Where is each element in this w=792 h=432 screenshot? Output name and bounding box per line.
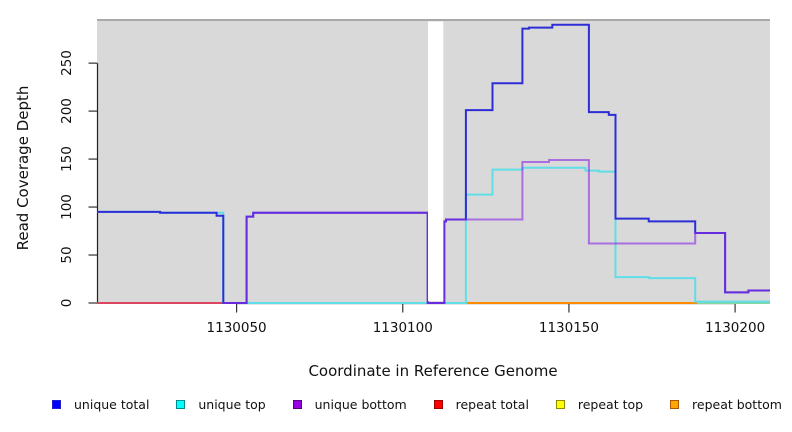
legend-swatch-icon <box>176 400 186 409</box>
legend-label: repeat total <box>455 397 529 412</box>
legend-label: unique top <box>198 397 266 412</box>
legend-label: unique total <box>74 397 150 412</box>
legend-item-repeat-bottom: repeat bottom <box>670 397 782 412</box>
legend-item-repeat-top: repeat top <box>555 397 644 412</box>
x-tick-label: 1130200 <box>705 320 766 336</box>
legend: unique total unique top unique bottom repea… <box>0 397 792 412</box>
y-tick-label: 150 <box>59 146 75 172</box>
legend-swatch-icon <box>52 400 61 409</box>
y-tick-label: 250 <box>59 50 75 77</box>
legend-label: repeat top <box>577 397 644 412</box>
x-axis-title: Coordinate in Reference Genome <box>308 362 558 380</box>
y-axis-title: Read Coverage Depth <box>14 85 32 251</box>
y-tick-label: 100 <box>59 194 75 220</box>
legend-swatch-icon <box>292 400 302 409</box>
y-tick-label: 200 <box>59 98 75 124</box>
y-tick-label: 0 <box>59 298 75 308</box>
legend-item-unique-bottom: unique bottom <box>292 397 407 412</box>
legend-item-unique-top: unique top <box>176 397 266 412</box>
y-tick-label: 50 <box>59 246 75 264</box>
legend-swatch-icon <box>433 400 443 409</box>
legend-swatch-icon <box>670 400 680 409</box>
legend-label: repeat bottom <box>692 397 782 412</box>
x-tick-label: 1130100 <box>372 320 433 336</box>
legend-label: unique bottom <box>314 397 407 412</box>
legend-item-repeat-total: repeat total <box>433 397 529 412</box>
plot-panel <box>97 19 770 304</box>
x-tick-label: 1130050 <box>206 320 267 336</box>
x-tick-label: 1130150 <box>538 320 599 336</box>
legend-swatch-icon <box>555 400 565 409</box>
legend-item-unique-total: unique total <box>52 397 149 412</box>
